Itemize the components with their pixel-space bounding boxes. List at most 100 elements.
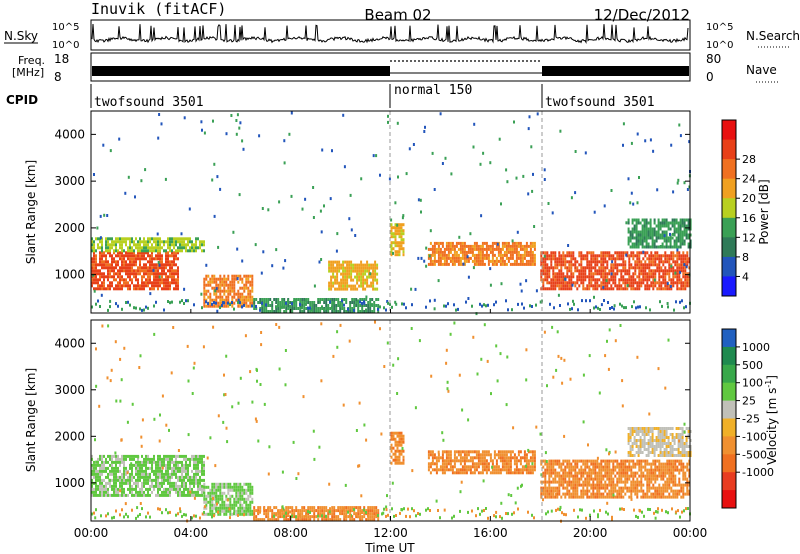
heatmap-cell <box>550 287 553 291</box>
heatmap-cell <box>195 240 197 244</box>
heatmap-cell <box>161 490 163 494</box>
heatmap-cell <box>684 260 687 264</box>
heatmap-cell <box>392 437 395 441</box>
heatmap-cell <box>670 143 673 147</box>
heatmap-cell <box>630 287 633 291</box>
heatmap-cell <box>612 287 615 291</box>
heatmap-cell <box>115 487 117 491</box>
heatmap-cell <box>99 278 101 282</box>
heatmap-cell <box>447 262 450 266</box>
heatmap-cell <box>99 487 101 491</box>
heatmap-cell <box>606 266 609 270</box>
heatmap-cell <box>372 263 375 267</box>
heatmap-cell <box>638 257 641 261</box>
heatmap-cell <box>525 471 528 475</box>
heatmap-cell <box>515 247 518 251</box>
heatmap-cell <box>289 301 292 304</box>
heatmap-cell <box>626 287 629 291</box>
heatmap-cell <box>435 241 438 245</box>
heatmap-cell <box>328 281 331 285</box>
heatmap-cell <box>515 462 518 466</box>
heatmap-cell <box>663 224 666 228</box>
heatmap-cell <box>115 466 117 470</box>
heatmap-cell <box>658 284 661 288</box>
heatmap-cell <box>672 260 675 264</box>
heatmap-cell <box>500 202 502 206</box>
heatmap-cell <box>165 278 167 282</box>
heatmap-cell <box>610 272 613 276</box>
heatmap-cell <box>145 251 147 255</box>
heatmap-cell <box>483 462 486 466</box>
heatmap-cell <box>115 240 117 244</box>
heatmap-cell <box>554 260 557 264</box>
heatmap-cell <box>265 301 268 304</box>
heatmap-cell <box>465 471 468 475</box>
heatmap-cell <box>323 518 326 522</box>
heatmap-cell <box>552 471 555 475</box>
heatmap-cell <box>361 301 363 305</box>
heatmap-cell <box>145 466 147 470</box>
heatmap-cell <box>253 304 256 307</box>
heatmap-cell <box>106 214 109 217</box>
heatmap-cell <box>217 482 220 486</box>
heatmap-cell <box>628 281 631 285</box>
heatmap-cell <box>301 518 304 522</box>
heatmap-cell <box>215 292 218 296</box>
heatmap-cell <box>507 462 510 466</box>
heatmap-cell <box>457 450 460 454</box>
heatmap-cell <box>519 253 522 257</box>
heatmap-cell <box>598 465 601 469</box>
heatmap-cell <box>461 471 464 475</box>
heatmap-cell <box>566 266 569 270</box>
heatmap-cell <box>659 224 662 228</box>
heatmap-cell <box>111 240 113 244</box>
heatmap-cell <box>665 218 668 222</box>
heatmap-cell <box>173 287 175 291</box>
heatmap-cell <box>566 474 569 478</box>
heatmap-cell <box>556 492 559 496</box>
heatmap-cell <box>211 280 214 284</box>
heatmap-cell <box>249 500 252 504</box>
heatmap-cell <box>141 281 143 285</box>
heatmap-cell <box>105 237 107 241</box>
heatmap-cell <box>209 494 212 498</box>
heatmap-cell <box>167 481 169 485</box>
heatmap-cell <box>643 218 646 222</box>
heatmap-cell <box>645 242 648 246</box>
heatmap-cell <box>471 456 474 460</box>
heatmap-cell <box>335 310 338 313</box>
heatmap-cell <box>598 266 601 270</box>
heatmap-cell <box>495 465 498 469</box>
heatmap-cell <box>181 493 183 497</box>
heatmap-cell <box>674 281 677 285</box>
heatmap-cell <box>645 306 647 310</box>
heatmap-cell <box>586 275 589 279</box>
heatmap-cell <box>390 446 393 450</box>
heatmap-cell <box>483 241 486 245</box>
heatmap-cell <box>562 492 565 496</box>
heatmap-cell <box>479 471 482 475</box>
heatmap-cell <box>564 254 567 258</box>
heatmap-cell <box>582 483 585 487</box>
heatmap-cell <box>243 301 246 305</box>
heatmap-cell <box>169 254 171 258</box>
heatmap-cell <box>657 218 660 222</box>
heatmap-cell <box>623 306 625 310</box>
heatmap-cell <box>183 478 185 482</box>
heatmap-cell <box>586 474 589 478</box>
heatmap-cell <box>578 468 581 472</box>
heatmap-cell <box>349 301 352 304</box>
heatmap-cell <box>201 487 203 491</box>
heatmap-cell <box>229 280 232 284</box>
heatmap-cell <box>453 465 456 469</box>
heatmap-cell <box>580 278 583 282</box>
heatmap-cell <box>651 230 654 234</box>
heatmap-cell <box>177 278 179 282</box>
heatmap-cell <box>315 307 318 310</box>
heatmap-cell <box>477 459 480 463</box>
heatmap-cell <box>602 285 605 289</box>
heatmap-cell <box>665 224 668 228</box>
heatmap-cell <box>343 298 346 301</box>
heatmap-cell <box>131 472 133 476</box>
heatmap-cell <box>572 263 575 267</box>
